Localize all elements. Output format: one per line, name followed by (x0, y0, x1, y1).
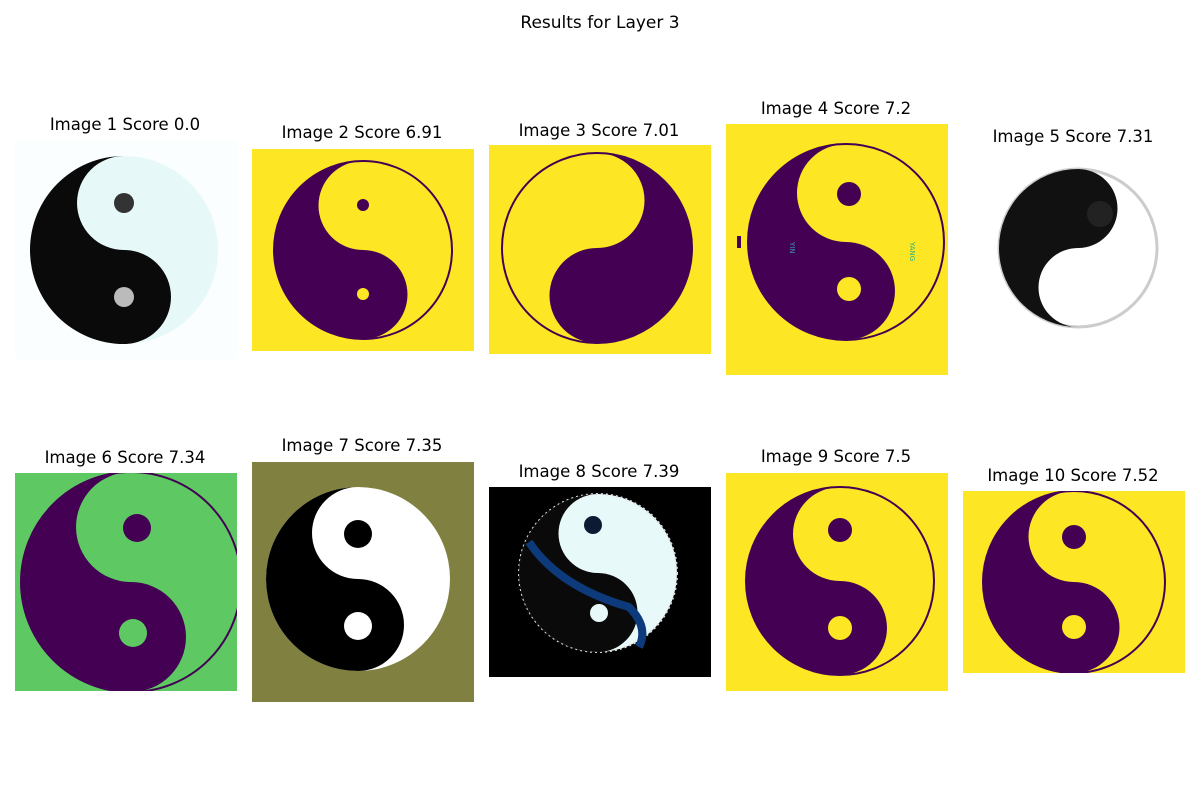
image-2-label: Image 2 Score 6.91 (281, 123, 443, 142)
yin-text: YIN (788, 241, 796, 254)
image-7-label: Image 7 Score 7.35 (281, 436, 443, 455)
image-3-yin-yang (489, 145, 711, 354)
image-2-yin-yang (252, 149, 474, 351)
image-4-label: Image 4 Score 7.2 (760, 99, 912, 118)
image-9-label: Image 9 Score 7.5 (760, 447, 912, 466)
image-10-yin-yang (963, 491, 1185, 673)
image-1-yin-yang (15, 141, 237, 359)
image-7-yin-yang (252, 462, 474, 702)
image-5-label: Image 5 Score 7.31 (992, 127, 1154, 146)
figure-title: Results for Layer 3 (520, 13, 680, 33)
image-10-label: Image 10 Score 7.52 (987, 466, 1159, 485)
image-1-label: Image 1 Score 0.0 (49, 115, 201, 134)
image-8-label: Image 8 Score 7.39 (518, 462, 680, 481)
image-3-label: Image 3 Score 7.01 (518, 121, 680, 140)
image-8-yin-yang (489, 487, 711, 677)
image-5-yin-yang (963, 163, 1185, 331)
image-4-yin-yang: YIN YANG (726, 124, 948, 375)
image-6-label: Image 6 Score 7.34 (44, 448, 206, 467)
image-6-yin-yang (15, 473, 237, 691)
image-9-yin-yang (726, 473, 948, 691)
yang-text: YANG (908, 241, 916, 261)
